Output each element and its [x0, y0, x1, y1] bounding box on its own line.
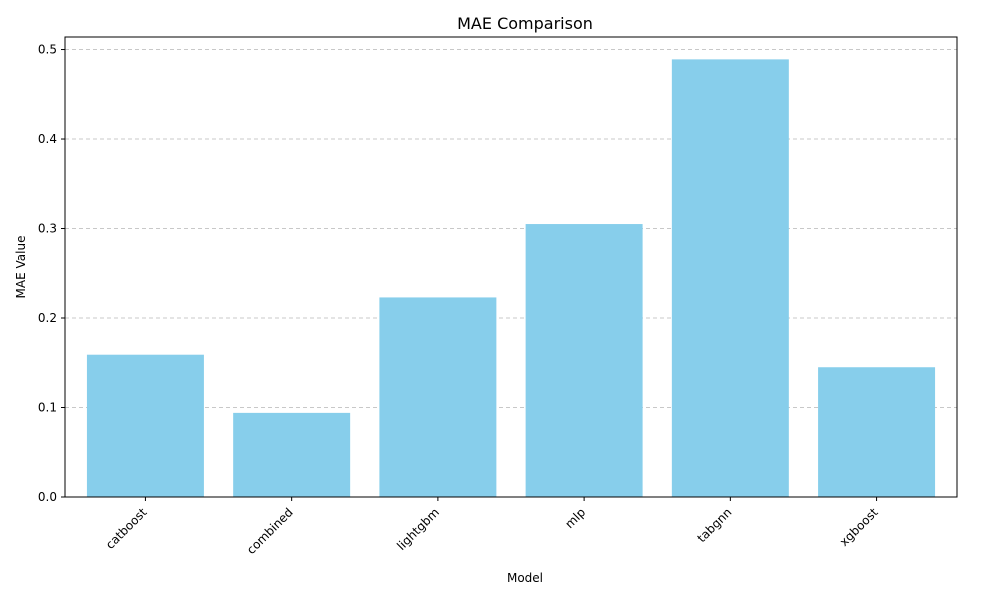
bar-xgboost: [818, 367, 936, 497]
x-axis-label: Model: [507, 571, 543, 585]
plot-frame: [64, 36, 958, 498]
bar-tabgnn: [671, 59, 789, 498]
x-tick-label: lightgbm: [394, 505, 442, 553]
bar-lightgbm: [379, 297, 497, 497]
x-axis-ticks: catboost combined lightgbm mlp tabgnn xgboost: [103, 497, 881, 557]
chart-title: MAE Comparison: [457, 14, 593, 33]
grid-lines: [65, 49, 957, 409]
y-axis-ticks: 0.0 0.1 0.2 0.3 0.4 0.5: [38, 43, 65, 504]
y-tick-label: 0.0: [38, 490, 57, 504]
y-tick-label: 0.5: [38, 43, 57, 57]
y-tick-label: 0.4: [38, 132, 57, 146]
bars: [86, 59, 936, 498]
x-tick-label: tabgnn: [695, 505, 735, 545]
y-tick-label: 0.1: [38, 401, 57, 415]
x-tick-label: catboost: [103, 505, 150, 552]
y-tick-label: 0.3: [38, 222, 57, 236]
x-tick-label: xgboost: [837, 505, 881, 549]
y-axis-label: MAE Value: [14, 236, 28, 299]
bar-catboost: [86, 354, 204, 497]
x-tick-label: mlp: [562, 505, 588, 531]
bar-mlp: [525, 224, 643, 498]
bar-combined: [233, 412, 351, 497]
x-tick-label: combined: [244, 505, 296, 557]
y-tick-label: 0.2: [38, 311, 57, 325]
